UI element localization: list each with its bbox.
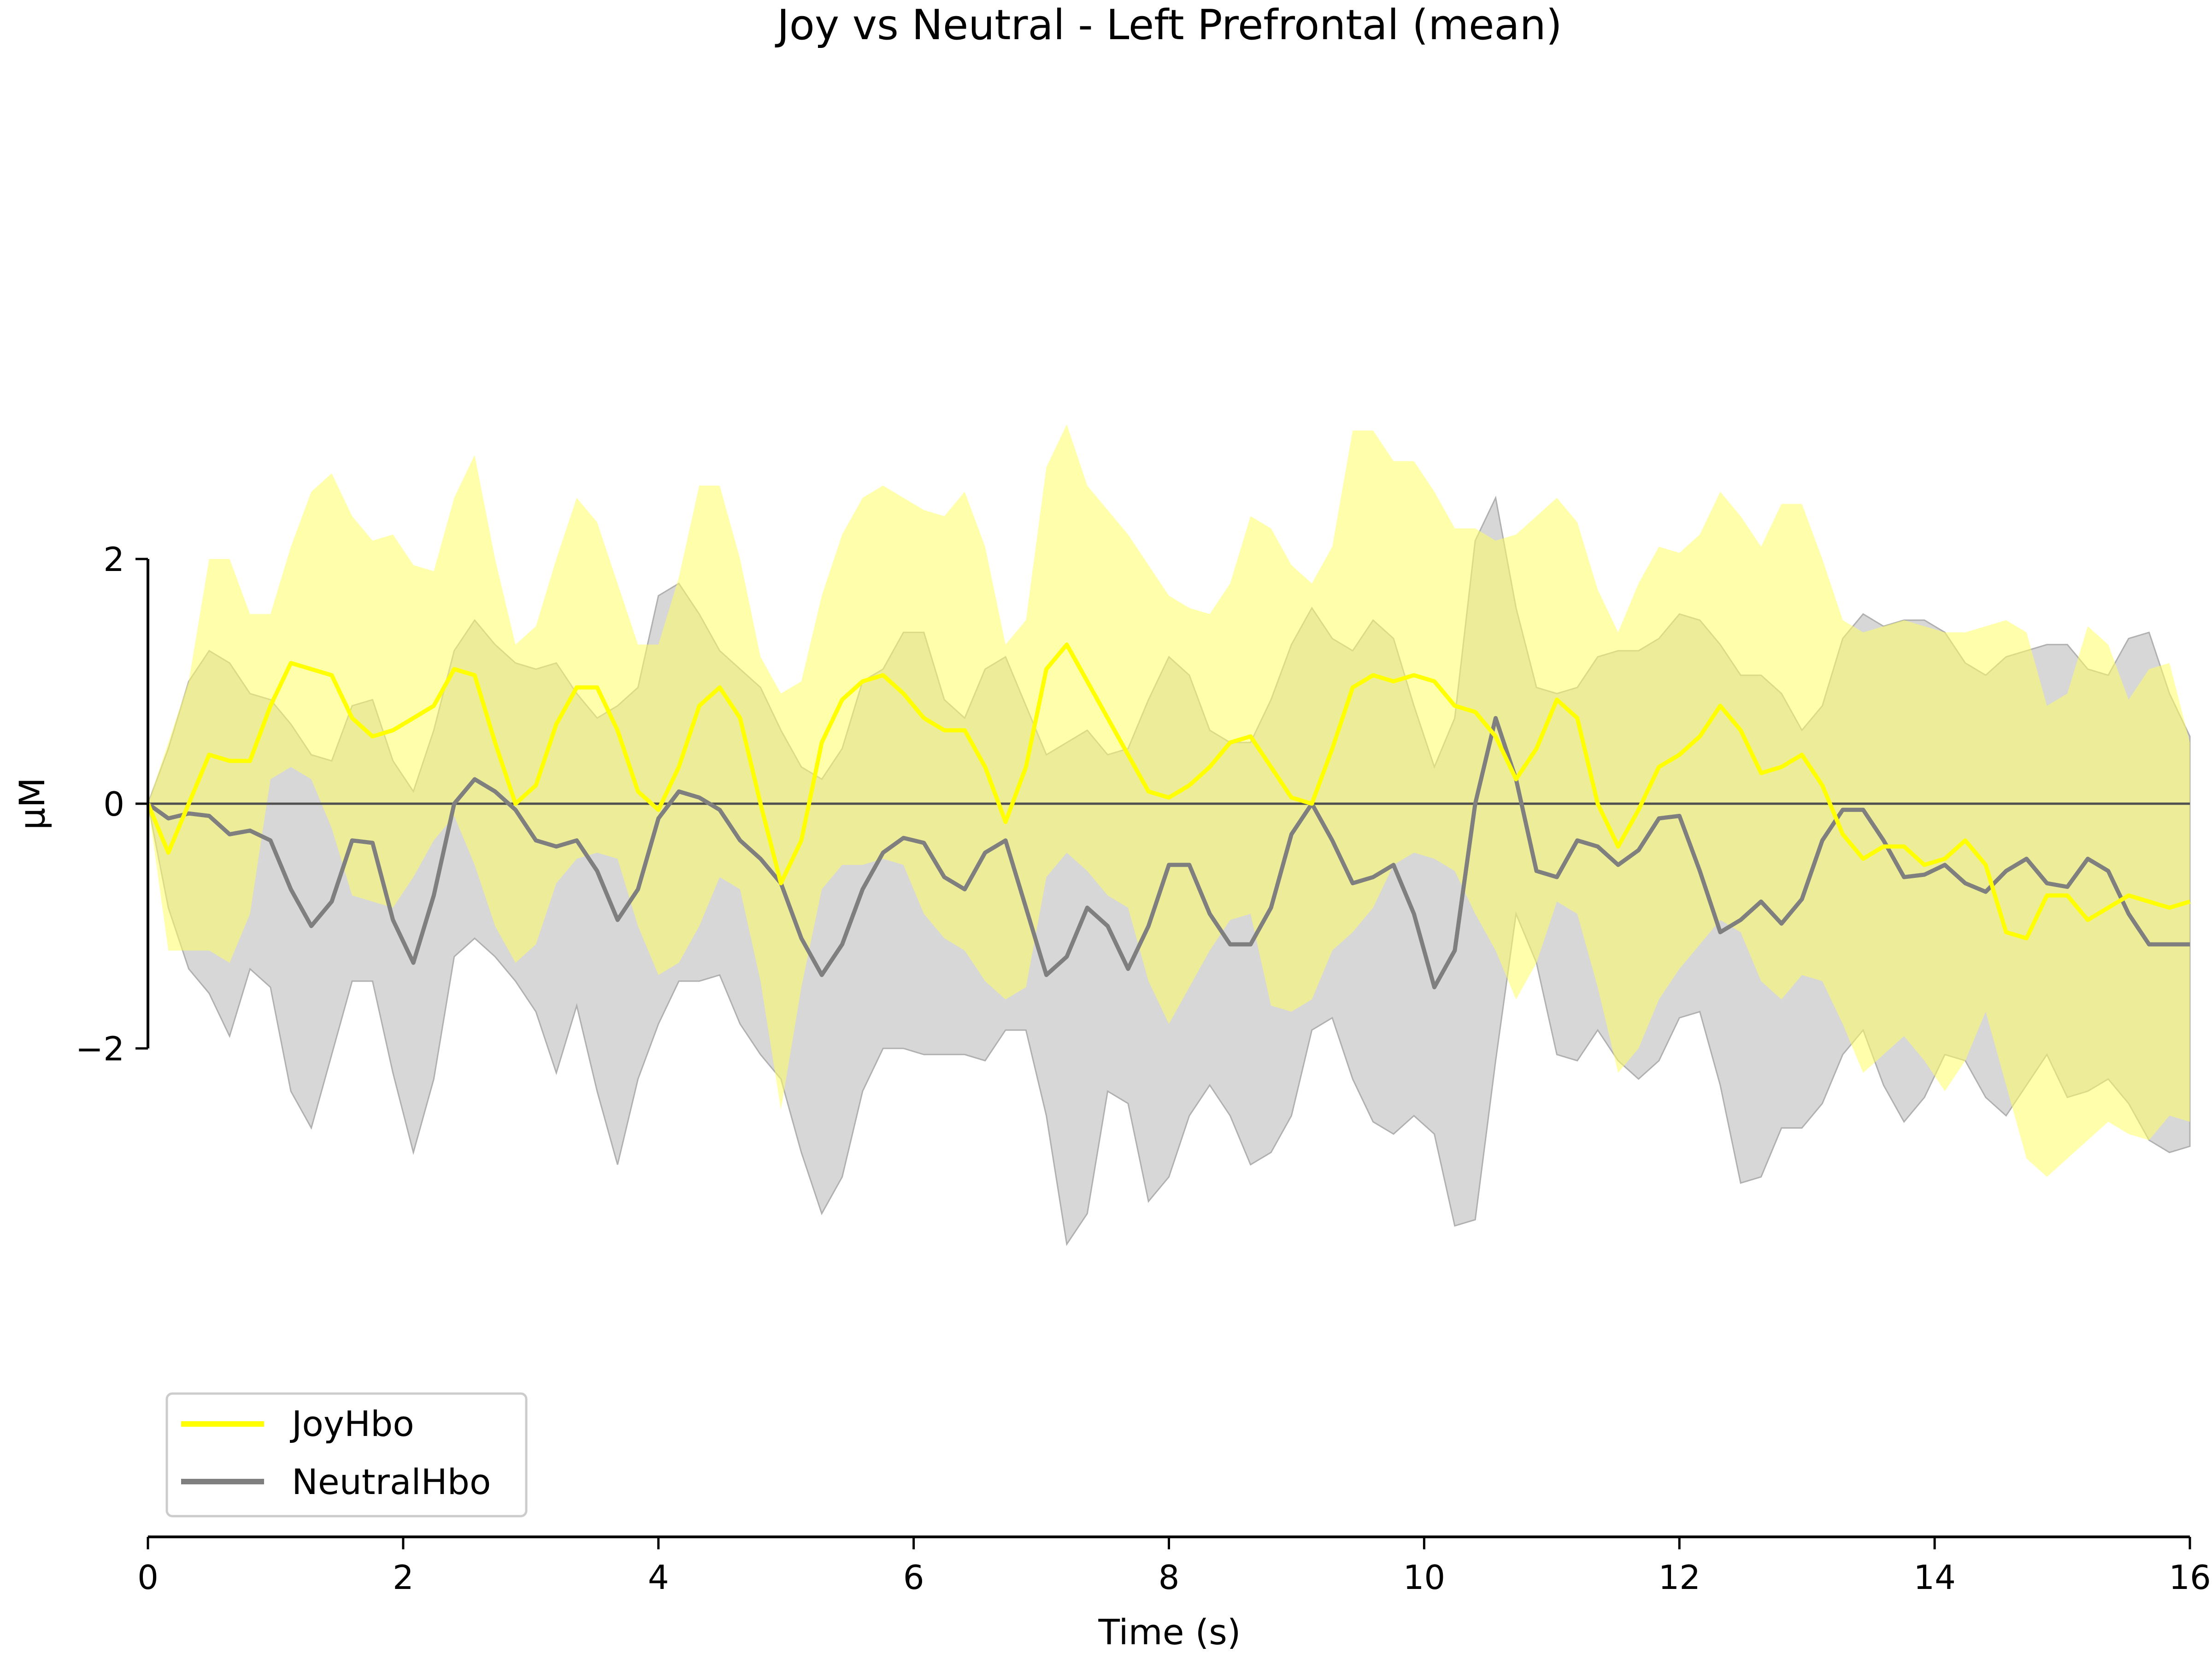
legend-label-neutralhbo: NeutralHbo bbox=[292, 1461, 491, 1502]
y-axis: −2 0 2 bbox=[76, 540, 149, 1068]
x-tick-label: 6 bbox=[903, 1558, 924, 1597]
legend-label-joyhbo: JoyHbo bbox=[290, 1403, 414, 1444]
confidence-bands bbox=[147, 424, 2191, 1246]
series-line-joyhbo bbox=[146, 642, 2191, 941]
x-tick-label: 0 bbox=[137, 1558, 159, 1597]
series-line-neutralhbo bbox=[147, 716, 2190, 989]
series-lines bbox=[146, 642, 2191, 989]
y-tick-label: 0 bbox=[103, 785, 124, 824]
chart-title: Joy vs Neutral - Left Prefrontal (mean) bbox=[775, 1, 1562, 49]
x-tick-label: 2 bbox=[393, 1558, 414, 1597]
x-tick-label: 10 bbox=[1403, 1558, 1446, 1597]
y-tick-label: 2 bbox=[103, 540, 124, 579]
y-tick-label: −2 bbox=[76, 1030, 124, 1068]
x-axis-label: Time (s) bbox=[1098, 1612, 1241, 1653]
x-tick-label: 8 bbox=[1159, 1558, 1180, 1597]
joyhbo-band bbox=[148, 424, 2190, 1177]
x-tick-label: 4 bbox=[648, 1558, 669, 1597]
y-axis-label: µM bbox=[12, 777, 53, 830]
legend: JoyHbo NeutralHbo bbox=[165, 1392, 528, 1518]
x-axis: 0 2 4 6 8 10 12 14 16 bbox=[137, 1535, 2211, 1597]
x-tick-label: 12 bbox=[1658, 1558, 1700, 1597]
x-tick-label: 16 bbox=[2169, 1558, 2211, 1597]
x-tick-label: 14 bbox=[1913, 1558, 1956, 1597]
